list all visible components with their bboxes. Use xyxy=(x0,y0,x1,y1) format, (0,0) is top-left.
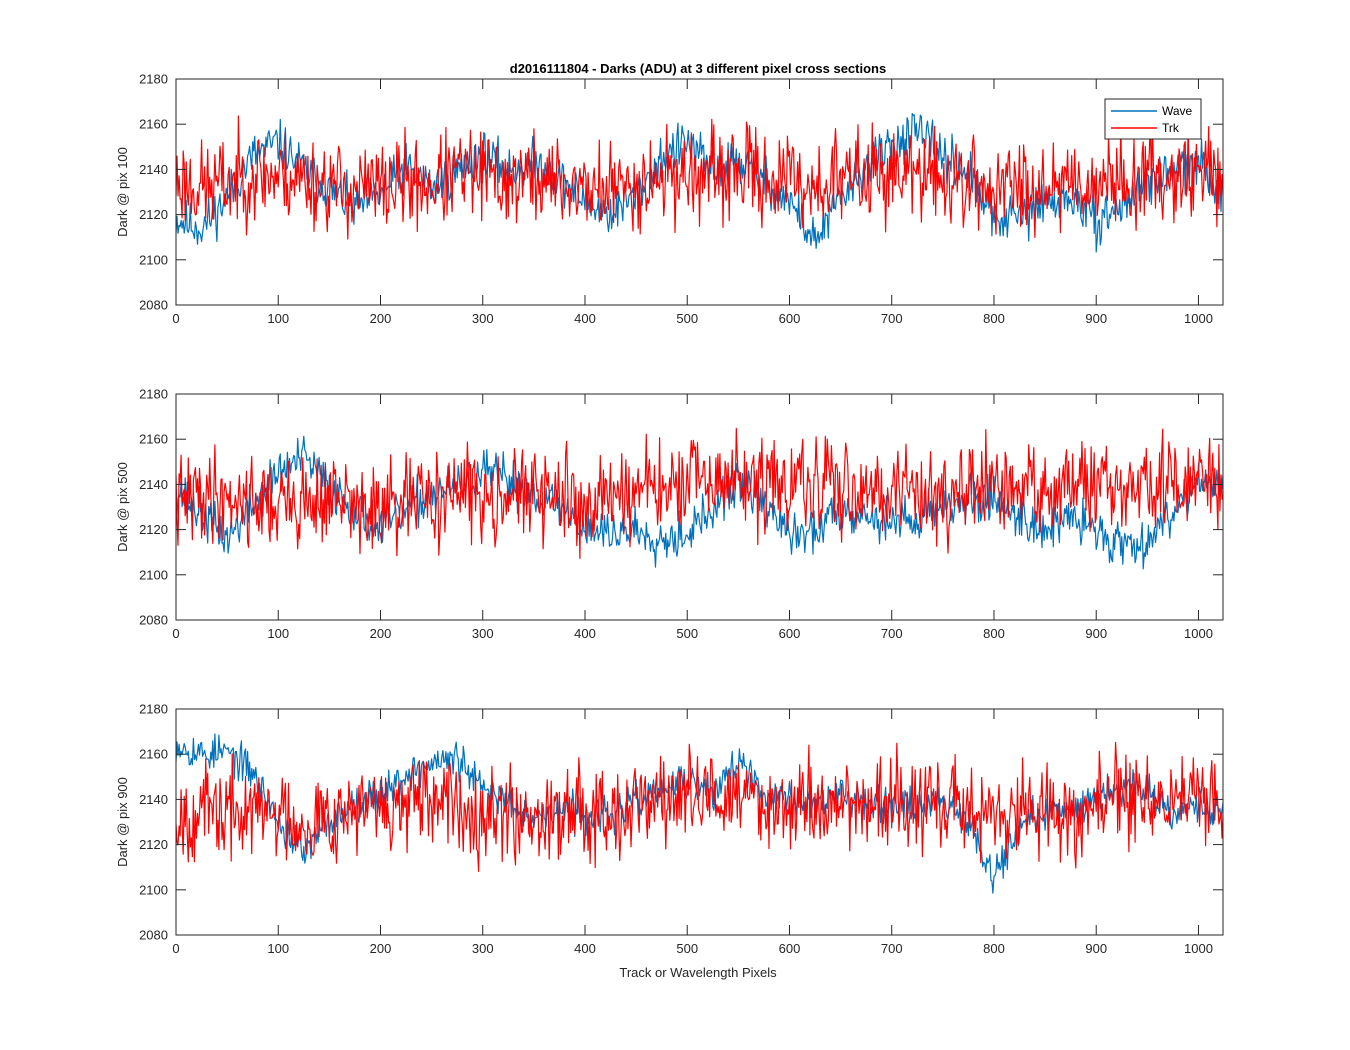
series-group xyxy=(176,427,1223,570)
x-tick-label: 1000 xyxy=(1184,311,1213,326)
y-tick-label: 2140 xyxy=(139,792,168,807)
y-tick-label: 2100 xyxy=(139,252,168,267)
y-tick-label: 2160 xyxy=(139,117,168,132)
x-tick-label: 800 xyxy=(983,311,1005,326)
x-tick-label: 100 xyxy=(267,626,289,641)
figure-title: d2016111804 - Darks (ADU) at 3 different… xyxy=(510,61,886,76)
y-tick-label: 2080 xyxy=(139,928,168,943)
x-tick-label: 500 xyxy=(676,626,698,641)
x-tick-label: 200 xyxy=(370,311,392,326)
y-tick-label: 2100 xyxy=(139,567,168,582)
y-axis-label: Dark @ pix 500 xyxy=(115,462,130,552)
x-tick-label: 500 xyxy=(676,941,698,956)
legend: Wave Trk xyxy=(1104,98,1202,140)
series-group xyxy=(176,112,1223,253)
x-tick-label: 1000 xyxy=(1184,941,1213,956)
y-axis-label: Dark @ pix 900 xyxy=(115,777,130,867)
x-tick-label: 400 xyxy=(574,941,596,956)
x-tick-label: 0 xyxy=(172,626,179,641)
x-tick-label: 100 xyxy=(267,311,289,326)
x-axis-label: Track or Wavelength Pixels xyxy=(619,965,777,980)
x-tick-label: 300 xyxy=(472,311,494,326)
x-tick-label: 900 xyxy=(1085,311,1107,326)
y-tick-label: 2180 xyxy=(139,387,168,402)
x-tick-label: 200 xyxy=(370,626,392,641)
y-tick-label: 2180 xyxy=(139,702,168,717)
y-tick-label: 2140 xyxy=(139,477,168,492)
axes-box xyxy=(175,708,1224,936)
legend-label-trk: Trk xyxy=(1162,121,1180,135)
x-tick-label: 600 xyxy=(779,311,801,326)
x-tick-label: 900 xyxy=(1085,626,1107,641)
series-line-trk xyxy=(176,741,1223,873)
x-tick-label: 400 xyxy=(574,626,596,641)
subplot-pix-100: 0 100 200 300 400 500 600 700 800 900 1000 2080 2100… xyxy=(115,72,1224,326)
x-tick-label: 0 xyxy=(172,941,179,956)
axes-box xyxy=(175,393,1224,621)
x-tick-label: 700 xyxy=(881,626,903,641)
x-tick-label: 100 xyxy=(267,941,289,956)
y-tick-label: 2140 xyxy=(139,162,168,177)
subplot-pix-900: 0 100 200 300 400 500 600 700 800 900 1000 2080 2100… xyxy=(115,702,1224,956)
x-tick-label: 400 xyxy=(574,311,596,326)
x-tick-label: 800 xyxy=(983,941,1005,956)
y-tick-label: 2120 xyxy=(139,207,168,222)
x-tick-label: 300 xyxy=(472,626,494,641)
y-axis-label: Dark @ pix 100 xyxy=(115,147,130,237)
x-tick-label: 700 xyxy=(881,941,903,956)
x-tick-label: 700 xyxy=(881,311,903,326)
series-line-trk xyxy=(176,115,1223,240)
y-tick-label: 2120 xyxy=(139,522,168,537)
y-tick-label: 2080 xyxy=(139,298,168,313)
legend-label-wave: Wave xyxy=(1162,104,1193,118)
series-line-trk xyxy=(176,427,1223,560)
y-tick-label: 2160 xyxy=(139,747,168,762)
axes-box xyxy=(175,78,1224,306)
x-tick-label: 600 xyxy=(779,626,801,641)
y-tick-label: 2080 xyxy=(139,613,168,628)
subplot-pix-500: 0 100 200 300 400 500 600 700 800 900 1000 2080 2100… xyxy=(115,387,1224,641)
x-tick-label: 600 xyxy=(779,941,801,956)
series-line-wave xyxy=(176,112,1223,253)
x-tick-label: 200 xyxy=(370,941,392,956)
x-tick-label: 300 xyxy=(472,941,494,956)
x-tick-label: 800 xyxy=(983,626,1005,641)
x-tick-label: 0 xyxy=(172,311,179,326)
y-tick-label: 2180 xyxy=(139,72,168,87)
x-tick-label: 900 xyxy=(1085,941,1107,956)
y-tick-label: 2100 xyxy=(139,882,168,897)
x-tick-label: 1000 xyxy=(1184,626,1213,641)
series-group xyxy=(176,733,1223,894)
x-tick-label: 500 xyxy=(676,311,698,326)
y-tick-label: 2160 xyxy=(139,432,168,447)
y-tick-label: 2120 xyxy=(139,837,168,852)
